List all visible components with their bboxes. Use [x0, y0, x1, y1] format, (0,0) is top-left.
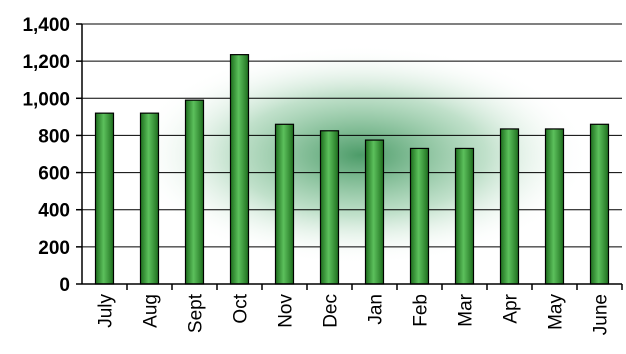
- bar-oct: [229, 54, 250, 285]
- y-tick-label: 600: [38, 164, 70, 185]
- axes: [76, 23, 623, 290]
- bar-dec: [319, 130, 340, 285]
- y-tick-labels: 0 200 400 600 800 1,000 1,200 1,400: [22, 15, 70, 296]
- bar-sept: [184, 99, 205, 285]
- bar-aug: [139, 112, 160, 285]
- y-tick-label: 1,000: [22, 89, 70, 110]
- bar-may: [544, 128, 565, 285]
- y-tick-label: 1,200: [22, 52, 70, 73]
- x-tick-label: Feb: [411, 294, 432, 327]
- x-tick-labels: July Aug Sept Oct Nov Dec Jan Feb Mar Apr May June: [96, 293, 612, 335]
- bar-june: [589, 123, 610, 285]
- y-tick-label: 0: [59, 275, 70, 296]
- x-tick-label: June: [591, 294, 612, 335]
- bar-apr: [499, 128, 520, 285]
- x-tick-label: Mar: [456, 293, 477, 326]
- gridlines: [82, 23, 622, 248]
- y-tick-label: 1,400: [22, 15, 70, 36]
- bar-feb: [409, 147, 430, 285]
- x-tick-label: Sept: [186, 293, 207, 333]
- bar-july: [94, 112, 115, 285]
- x-tick-label: Jan: [366, 294, 387, 325]
- x-tick-label: July: [96, 294, 117, 328]
- x-tick-label: Oct: [231, 293, 252, 323]
- y-tick-label: 200: [38, 238, 70, 259]
- x-tick-label: Nov: [276, 294, 297, 328]
- bar-nov: [274, 123, 295, 285]
- bars: [94, 54, 610, 285]
- x-tick-label: May: [546, 294, 567, 330]
- x-tick-label: Aug: [141, 294, 162, 328]
- x-tick-label: Dec: [321, 294, 342, 328]
- x-tick-label: Apr: [501, 293, 522, 323]
- y-tick-label: 800: [38, 126, 70, 147]
- y-tick-label: 400: [38, 201, 70, 222]
- bar-jan: [364, 139, 385, 285]
- bar-mar: [454, 147, 475, 285]
